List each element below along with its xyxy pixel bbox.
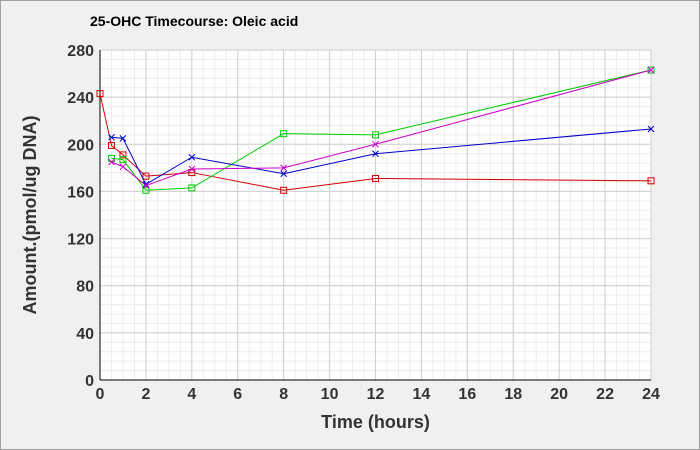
data-point xyxy=(372,174,379,182)
y-tick-label: 120 xyxy=(67,232,94,249)
data-point xyxy=(142,186,150,194)
major-grid xyxy=(99,49,652,381)
data-point xyxy=(107,141,115,149)
y-tick-label: 280 xyxy=(67,43,94,60)
data-point xyxy=(372,131,379,139)
data-point xyxy=(372,140,379,148)
x-tick-label: 20 xyxy=(550,386,568,403)
series-line xyxy=(99,93,652,191)
series-3 xyxy=(108,125,655,188)
x-tick-label: 4 xyxy=(187,386,196,403)
data-point xyxy=(142,172,150,180)
y-tick-label: 160 xyxy=(67,184,94,201)
y-tick-label: 200 xyxy=(67,137,94,154)
series-layer xyxy=(96,66,655,194)
data-point xyxy=(647,66,655,74)
x-tick-label: 6 xyxy=(233,386,242,403)
chart-title: 25-OHC Timecourse: Oleic acid xyxy=(90,13,298,29)
x-tick-label: 24 xyxy=(642,386,660,403)
data-point xyxy=(280,170,288,178)
y-tick-label: 240 xyxy=(67,90,94,107)
data-point xyxy=(647,177,655,185)
data-point xyxy=(119,163,127,171)
data-point xyxy=(108,133,115,141)
data-point xyxy=(280,186,288,194)
x-tick-label: 10 xyxy=(321,386,339,403)
data-point xyxy=(280,130,288,138)
data-point xyxy=(647,66,655,74)
series-line xyxy=(111,69,652,191)
data-point xyxy=(647,125,655,133)
x-tick-label: 0 xyxy=(96,386,105,403)
data-point xyxy=(119,151,127,159)
x-tick-label: 22 xyxy=(596,386,614,403)
y-tick-labels: 0 40 80 120 160 200 240 280 xyxy=(67,43,94,390)
x-tick-label: 14 xyxy=(413,386,431,403)
series-1 xyxy=(96,90,655,194)
y-tick-label: 0 xyxy=(85,373,94,390)
data-point xyxy=(142,182,150,189)
data-point xyxy=(188,153,196,161)
data-point xyxy=(142,181,150,188)
x-tick-label: 12 xyxy=(367,386,385,403)
y-axis-label: Amount.(pmol/ug DNA) xyxy=(20,116,40,315)
data-point xyxy=(280,164,288,172)
data-point xyxy=(372,150,379,158)
data-point xyxy=(119,135,127,142)
data-point xyxy=(119,156,127,164)
series-4 xyxy=(108,66,655,189)
x-tick-label: 18 xyxy=(504,386,522,403)
x-axis-label: Time (hours) xyxy=(321,412,430,432)
data-point xyxy=(188,165,196,173)
y-tick-label: 40 xyxy=(76,326,94,343)
x-tick-label: 8 xyxy=(279,386,288,403)
y-tick-label: 80 xyxy=(76,279,94,296)
axes xyxy=(99,50,651,381)
x-tick-label: 16 xyxy=(458,386,476,403)
data-point xyxy=(188,184,196,192)
data-point xyxy=(96,90,104,98)
x-tick-labels: 0 2 4 6 8 10 12 14 16 18 20 22 24 xyxy=(96,386,660,403)
data-point xyxy=(108,158,115,166)
x-tick-label: 2 xyxy=(141,386,150,403)
series-2 xyxy=(107,66,655,194)
